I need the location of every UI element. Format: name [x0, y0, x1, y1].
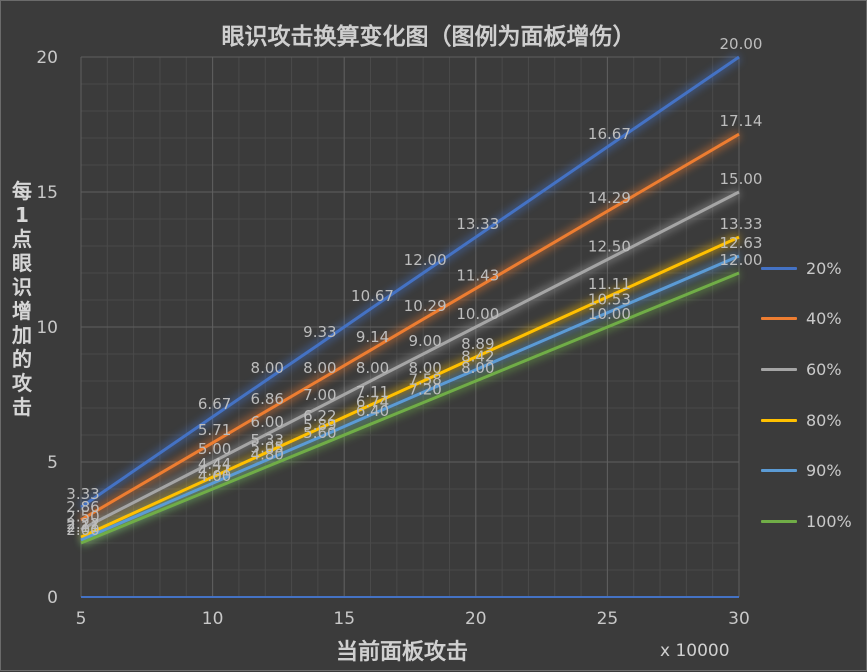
data-label: 7.20 — [408, 381, 441, 399]
data-label: 7.58 — [408, 370, 441, 388]
data-label: 2.86 — [66, 498, 99, 516]
legend-label: 90% — [806, 461, 842, 481]
data-label: 6.22 — [303, 407, 336, 425]
data-label: 10.53 — [588, 291, 631, 309]
data-label: 7.00 — [303, 386, 336, 404]
legend-item: 60% — [761, 344, 861, 395]
data-label: 8.42 — [461, 348, 494, 366]
data-label: 4.44 — [198, 455, 231, 473]
data-label: 5.05 — [251, 439, 284, 457]
data-label: 8.00 — [303, 359, 336, 377]
legend-label: 80% — [806, 410, 842, 430]
data-label: 8.00 — [356, 359, 389, 377]
data-label: 2.22 — [66, 515, 99, 533]
legend-item: 80% — [761, 395, 861, 446]
data-label: 10.67 — [351, 287, 394, 305]
x-tick-label: 25 — [597, 609, 619, 629]
data-label: 3.33 — [66, 485, 99, 503]
legend-swatch — [761, 519, 797, 523]
legend-swatch — [761, 266, 797, 270]
y-tick-label: 15 — [36, 183, 58, 203]
data-label: 5.33 — [251, 431, 284, 449]
data-label: 2.11 — [66, 518, 99, 536]
y-tick-label: 10 — [36, 318, 58, 338]
data-label: 10.00 — [456, 305, 499, 323]
data-label: 5.71 — [198, 421, 231, 439]
legend-swatch — [761, 367, 797, 371]
series-line-2 — [80, 132, 740, 522]
x-tick-label: 15 — [333, 609, 355, 629]
legend-label: 100% — [806, 511, 852, 531]
legend-swatch — [761, 469, 797, 473]
data-label: 8.00 — [461, 359, 494, 377]
data-label: 4.80 — [251, 445, 284, 463]
data-label: 10.00 — [588, 305, 631, 323]
data-label: 12.00 — [720, 251, 763, 269]
data-label: 8.89 — [461, 335, 494, 353]
data-label: 8.00 — [408, 359, 441, 377]
data-label: 5.89 — [303, 416, 336, 434]
series-line-5 — [80, 254, 740, 542]
data-label: 11.11 — [588, 275, 631, 293]
x-tick-label: 5 — [76, 609, 87, 629]
data-label: 6.86 — [251, 390, 284, 408]
data-label: 17.14 — [720, 112, 763, 130]
data-label: 4.00 — [198, 467, 231, 485]
data-label: 6.00 — [251, 413, 284, 431]
x-tick-label: 20 — [465, 609, 487, 629]
x-tick-label: 30 — [728, 609, 750, 629]
data-label: 20.00 — [720, 35, 763, 53]
legend-swatch — [761, 317, 797, 321]
data-label: 7.11 — [356, 383, 389, 401]
legend-item: 100% — [761, 496, 861, 547]
series-line-4 — [80, 235, 740, 539]
data-label: 12.63 — [720, 234, 763, 252]
legend-swatch — [761, 418, 797, 422]
data-label: 4.21 — [198, 461, 231, 479]
legend-label: 20% — [806, 258, 842, 278]
series-lines — [80, 55, 740, 545]
x-tick-label: 10 — [202, 609, 224, 629]
data-labels: 3.33 6.67 8.00 9.33 10.67 12.00 13.33 16.67 20.0… — [66, 35, 762, 539]
data-label: 12.00 — [404, 251, 447, 269]
legend-label: 40% — [806, 309, 842, 329]
x-axis-title: 当前面板攻击 — [336, 640, 469, 665]
data-label: 6.74 — [356, 393, 389, 411]
data-label: 13.33 — [456, 215, 499, 233]
legend-item: 20% — [761, 243, 861, 294]
y-axis-title: 每1点眼识增加的攻击 — [12, 179, 32, 419]
data-label: 8.00 — [251, 359, 284, 377]
series-line-1 — [80, 55, 740, 509]
data-label: 2.00 — [66, 521, 99, 539]
data-label: 12.50 — [588, 238, 631, 256]
y-tick-label: 5 — [47, 453, 58, 473]
legend-item: 40% — [761, 294, 861, 345]
data-label: 6.40 — [356, 402, 389, 420]
series-line-6 — [80, 271, 740, 545]
data-label: 5.60 — [303, 424, 336, 442]
y-tick-label: 0 — [47, 588, 58, 608]
data-label: 9.14 — [356, 328, 389, 346]
data-label: 10.29 — [404, 297, 447, 315]
data-label: 13.33 — [720, 215, 763, 233]
data-label: 9.00 — [408, 332, 441, 350]
data-label: 11.43 — [456, 266, 499, 284]
legend-label: 60% — [806, 359, 842, 379]
legend-item: 90% — [761, 445, 861, 496]
data-label: 15.00 — [720, 170, 763, 188]
data-label: 5.00 — [198, 440, 231, 458]
series-line-3 — [80, 190, 740, 531]
data-label: 6.67 — [198, 395, 231, 413]
data-label: 9.33 — [303, 323, 336, 341]
y-tick-label: 20 — [36, 48, 58, 68]
data-label: 16.67 — [588, 125, 631, 143]
data-label: 14.29 — [588, 189, 631, 207]
data-label: 2.50 — [66, 508, 99, 526]
chart-legend: 20% 40% 60% 80% 90% 100% — [761, 243, 861, 547]
x-axis-unit-label: x 10000 — [660, 641, 730, 661]
chart-title: 眼识攻击换算变化图（图例为面板增伤） — [221, 24, 636, 50]
